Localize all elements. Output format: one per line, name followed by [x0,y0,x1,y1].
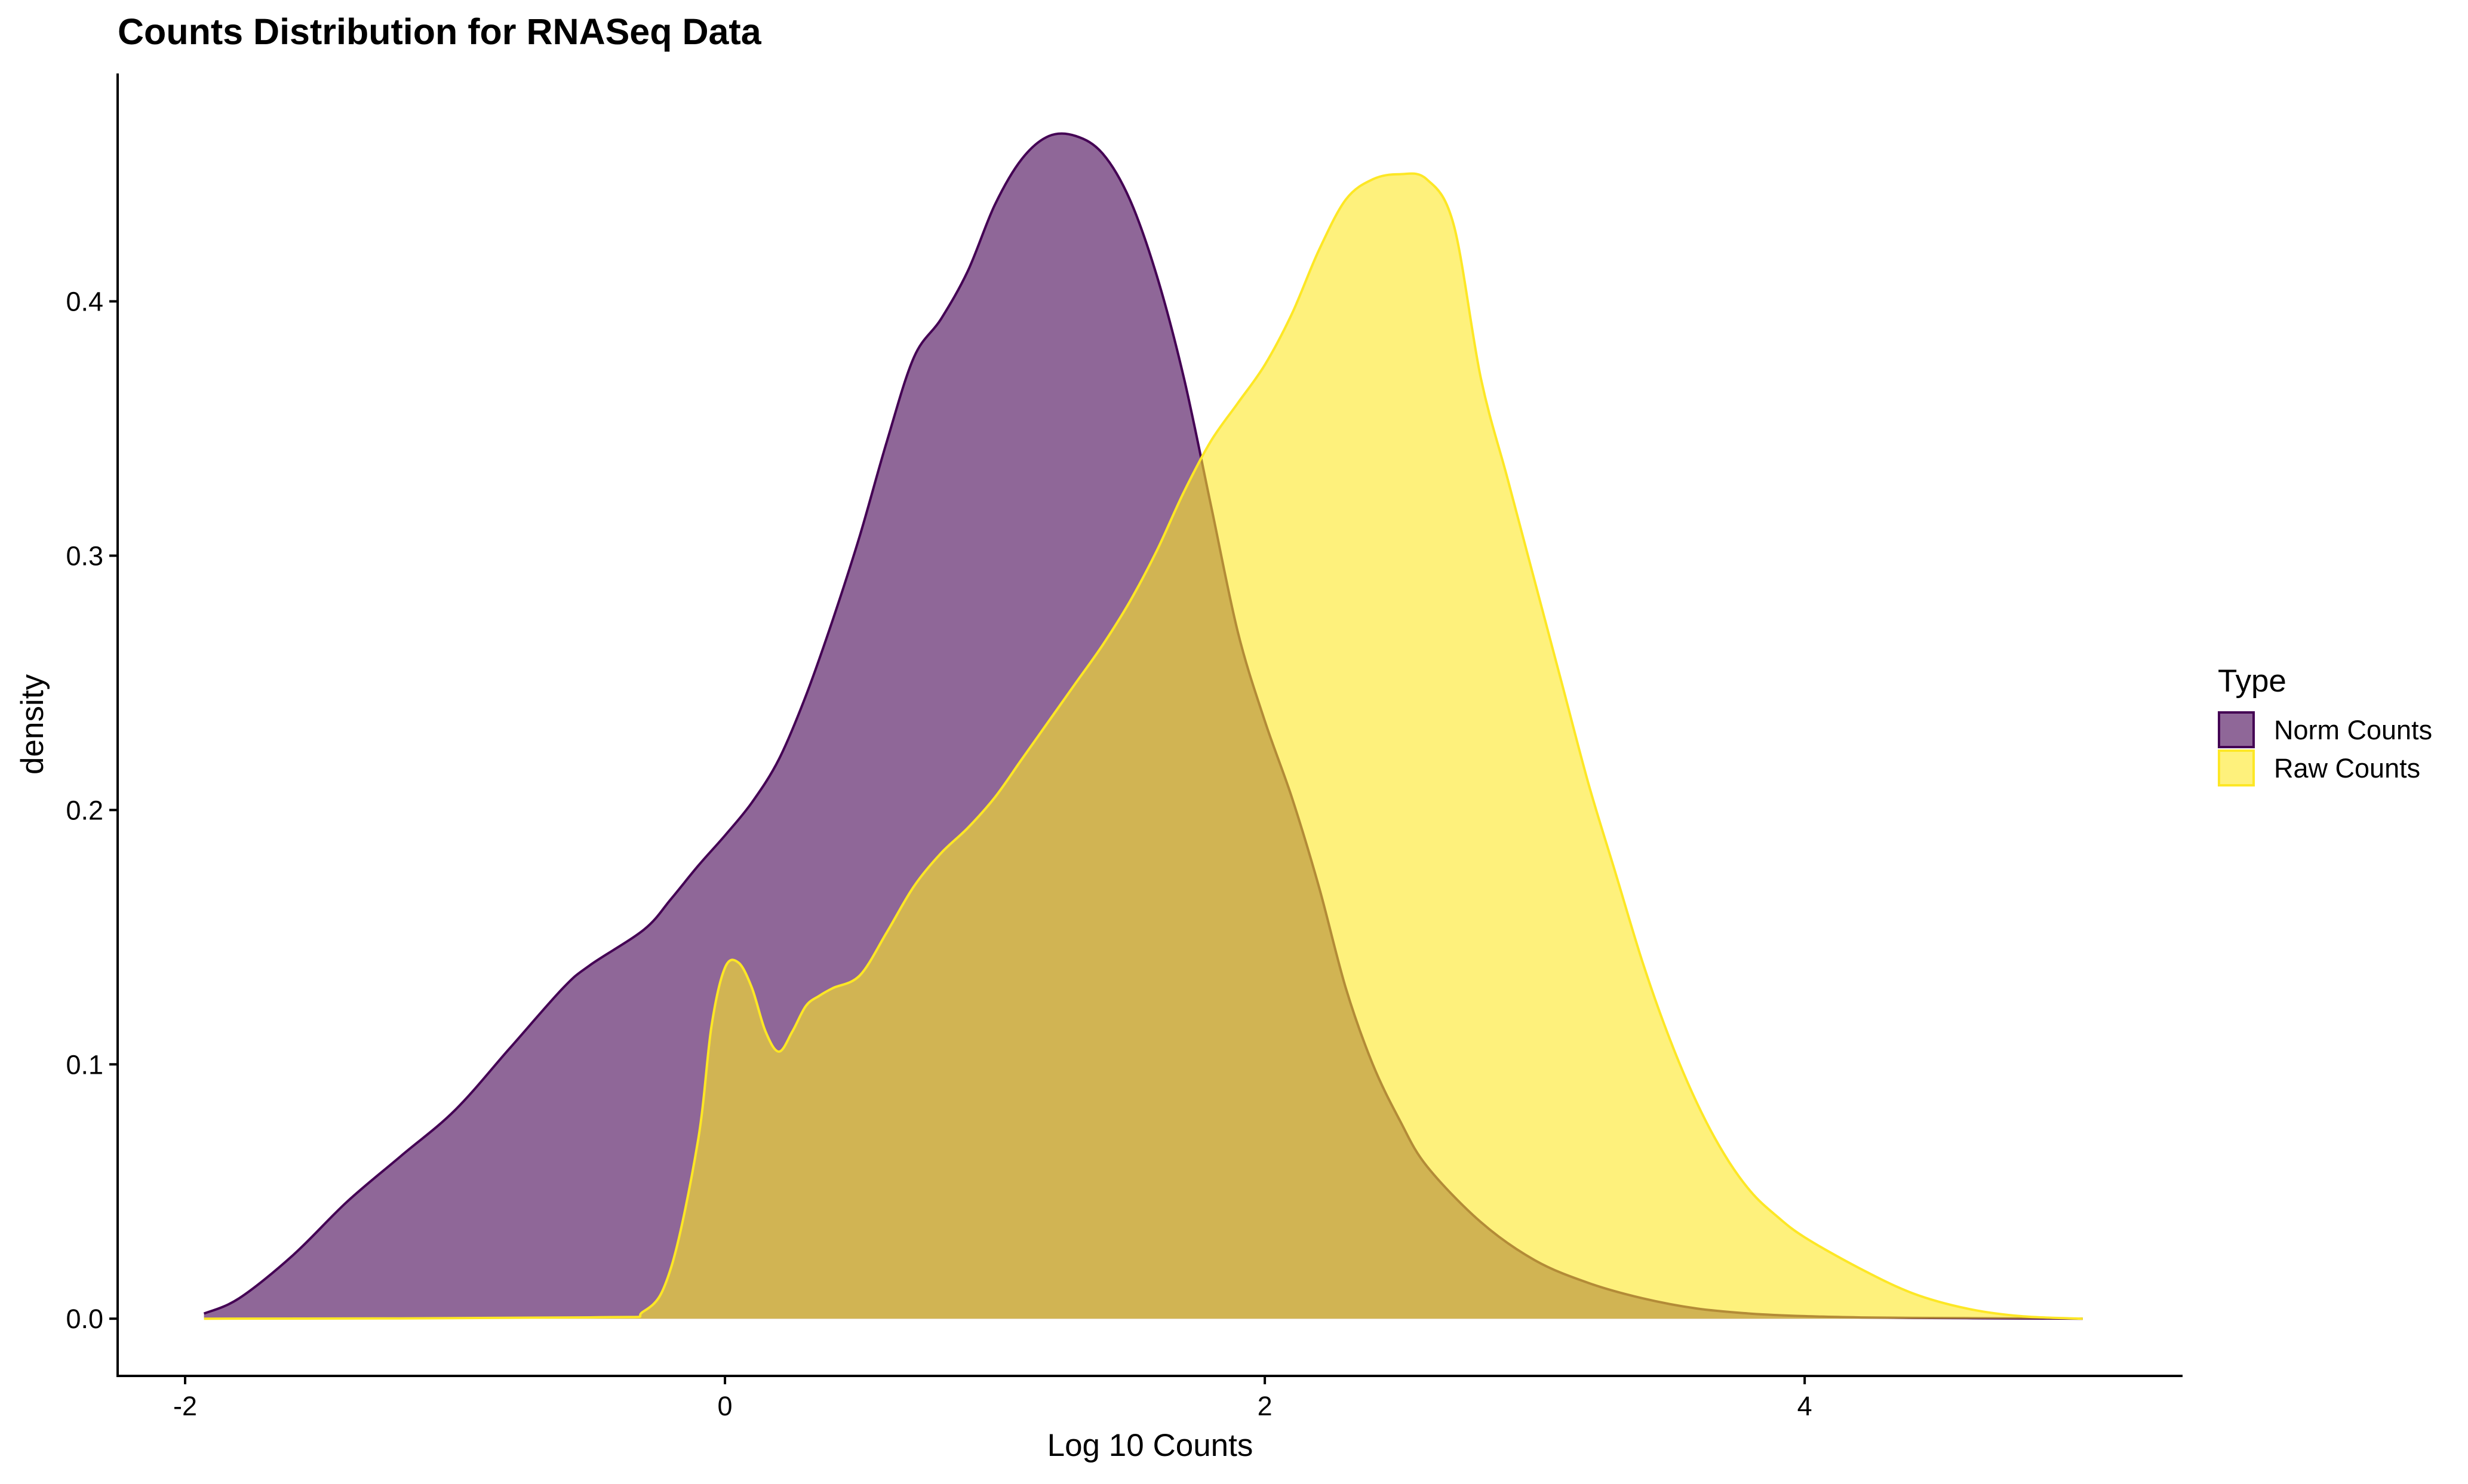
chart-title: Counts Distribution for RNASeq Data [118,11,762,52]
density-line-raw-counts [204,172,2083,1320]
x-tick-label: -2 [173,1391,197,1421]
y-axis-ticks: 0.0 0.1 0.2 0.3 0.4 [66,287,118,1334]
y-tick-label: 0.0 [66,1304,103,1334]
x-tick-label: 0 [718,1391,733,1421]
legend-entries: Norm Counts Raw Counts [2218,711,2432,786]
legend-key-norm-counts [2218,711,2255,748]
density-area-raw-counts [204,173,2083,1319]
x-tick-label: 4 [1797,1391,1812,1421]
x-axis-ticks: -2 0 2 4 [173,1376,1812,1421]
y-axis-title: density [15,674,50,775]
density-areas [203,132,2083,1320]
legend-label-norm-counts: Norm Counts [2274,715,2432,745]
x-axis-title: Log 10 Counts [1047,1428,1253,1463]
legend-key-raw-counts [2218,749,2255,786]
y-tick-label: 0.2 [66,795,103,825]
legend-label-raw-counts: Raw Counts [2274,753,2420,784]
x-tick-label: 2 [1258,1391,1273,1421]
legend: Type Norm Counts Raw Counts [2218,663,2432,786]
legend-title: Type [2218,663,2286,699]
y-tick-label: 0.1 [66,1049,103,1080]
y-tick-label: 0.4 [66,287,103,317]
y-tick-label: 0.3 [66,540,103,571]
